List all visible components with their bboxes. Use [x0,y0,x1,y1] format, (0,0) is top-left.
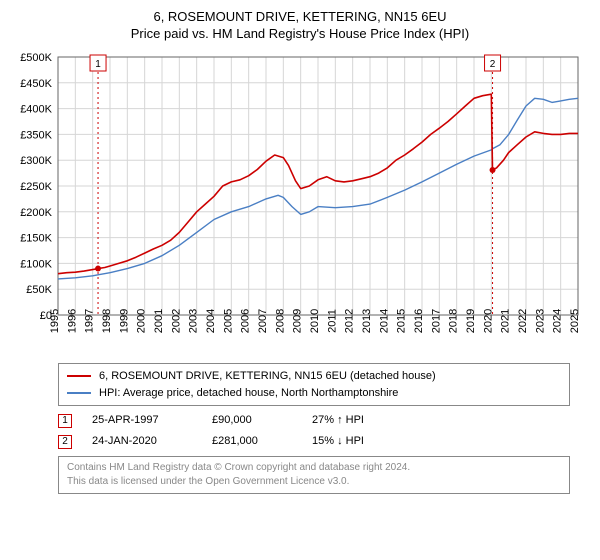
marker-row-1: 1 25-APR-1997 £90,000 27% ↑ HPI [58,410,570,431]
svg-text:£250K: £250K [20,181,52,193]
svg-text:2019: 2019 [465,309,477,333]
legend-swatch-hpi [67,392,91,394]
svg-text:£500K: £500K [20,52,52,64]
svg-text:2006: 2006 [240,309,252,333]
svg-text:2005: 2005 [222,309,234,333]
svg-text:1998: 1998 [101,309,113,333]
svg-text:£300K: £300K [20,155,52,167]
svg-text:2004: 2004 [205,309,217,333]
svg-text:2022: 2022 [517,309,529,333]
svg-text:1996: 1996 [66,309,78,333]
svg-text:1: 1 [95,59,101,70]
footer-line-1: Contains HM Land Registry data © Crown c… [67,461,561,475]
svg-text:2002: 2002 [170,309,182,333]
svg-text:2018: 2018 [448,309,460,333]
svg-text:1995: 1995 [49,309,61,333]
marker-price-1: £90,000 [212,410,292,431]
legend-swatch-price-paid [67,375,91,377]
svg-text:1997: 1997 [84,309,96,333]
svg-text:2000: 2000 [136,309,148,333]
legend-row-hpi: HPI: Average price, detached house, Nort… [67,385,561,402]
svg-text:2013: 2013 [361,309,373,333]
footer-box: Contains HM Land Registry data © Crown c… [58,456,570,494]
marker-table: 1 25-APR-1997 £90,000 27% ↑ HPI 2 24-JAN… [58,410,570,452]
svg-text:2023: 2023 [534,309,546,333]
chart-title: 6, ROSEMOUNT DRIVE, KETTERING, NN15 6EU [0,0,600,26]
legend-label-price-paid: 6, ROSEMOUNT DRIVE, KETTERING, NN15 6EU … [99,368,436,385]
chart-svg: £0£50K£100K£150K£200K£250K£300K£350K£400… [10,47,590,357]
svg-text:2015: 2015 [396,309,408,333]
svg-text:2003: 2003 [188,309,200,333]
svg-text:2007: 2007 [257,309,269,333]
legend-row-price-paid: 6, ROSEMOUNT DRIVE, KETTERING, NN15 6EU … [67,368,561,385]
svg-text:2012: 2012 [344,309,356,333]
marker-date-2: 24-JAN-2020 [92,431,192,452]
svg-text:2025: 2025 [569,309,581,333]
chart-plot-wrap: £0£50K£100K£150K£200K£250K£300K£350K£400… [10,47,590,357]
svg-text:2024: 2024 [552,309,564,333]
svg-text:2010: 2010 [309,309,321,333]
svg-text:2017: 2017 [430,309,442,333]
svg-text:2009: 2009 [292,309,304,333]
legend-label-hpi: HPI: Average price, detached house, Nort… [99,385,398,402]
marker-box-1: 1 [58,414,72,428]
marker-delta-1: 27% ↑ HPI [312,410,364,431]
svg-text:£100K: £100K [20,259,52,271]
svg-text:£150K: £150K [20,233,52,245]
marker-date-1: 25-APR-1997 [92,410,192,431]
legend-box: 6, ROSEMOUNT DRIVE, KETTERING, NN15 6EU … [58,363,570,406]
svg-text:2021: 2021 [500,309,512,333]
svg-text:2001: 2001 [153,309,165,333]
svg-text:2014: 2014 [378,309,390,333]
svg-text:£50K: £50K [26,284,52,296]
marker-delta-2: 15% ↓ HPI [312,431,364,452]
svg-text:£350K: £350K [20,130,52,142]
svg-text:2011: 2011 [326,309,338,333]
marker-row-2: 2 24-JAN-2020 £281,000 15% ↓ HPI [58,431,570,452]
chart-subtitle: Price paid vs. HM Land Registry's House … [0,26,600,47]
footer-line-2: This data is licensed under the Open Gov… [67,475,561,489]
chart-container: 6, ROSEMOUNT DRIVE, KETTERING, NN15 6EU … [0,0,600,560]
marker-price-2: £281,000 [212,431,292,452]
svg-text:1999: 1999 [118,309,130,333]
svg-text:£200K: £200K [20,207,52,219]
svg-text:2008: 2008 [274,309,286,333]
svg-text:2: 2 [490,59,496,70]
marker-box-2: 2 [58,435,72,449]
svg-text:£450K: £450K [20,78,52,90]
svg-text:2016: 2016 [413,309,425,333]
svg-text:£400K: £400K [20,104,52,116]
